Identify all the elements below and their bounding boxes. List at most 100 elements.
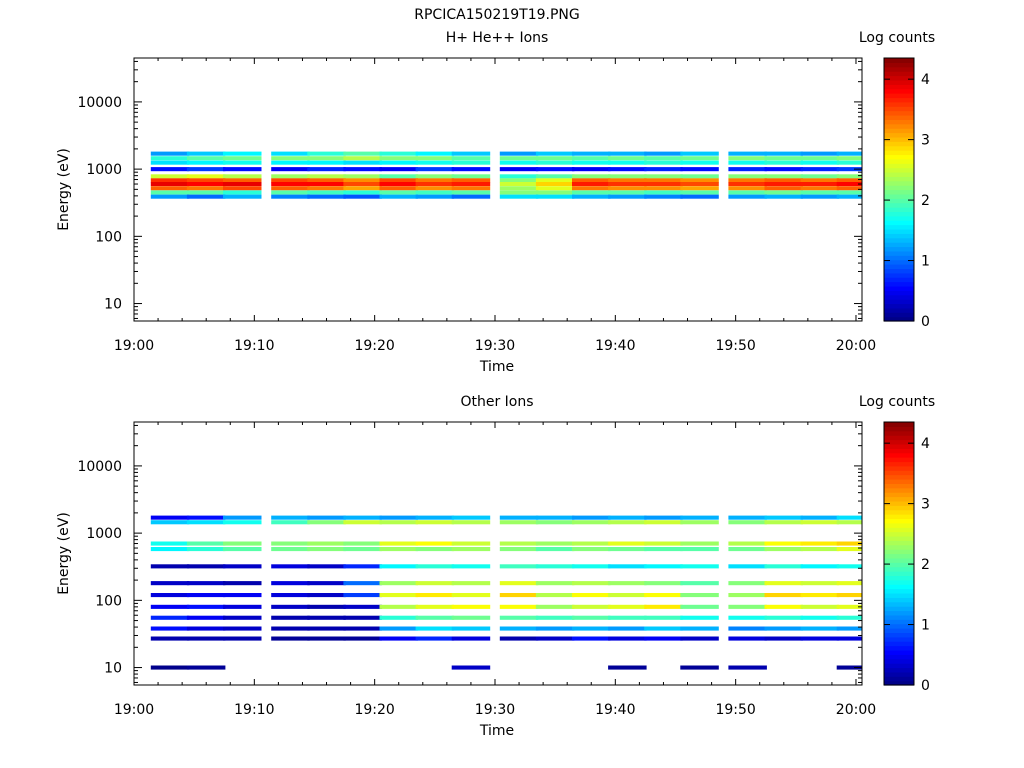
heatmap-cell xyxy=(800,615,840,620)
heatmap-cell xyxy=(644,167,683,172)
colorbar-segment xyxy=(884,136,914,142)
heatmap-cell xyxy=(451,547,491,552)
heatmap-cell xyxy=(271,190,310,195)
colorbar-segment xyxy=(884,62,914,68)
colorbar-tick-label: 2 xyxy=(921,557,930,573)
x-tick-label: 19:10 xyxy=(234,702,274,718)
heatmap-cell xyxy=(608,194,647,199)
heatmap-cell xyxy=(150,564,190,569)
x-tick-label: 19:50 xyxy=(715,338,755,354)
heatmap-cell xyxy=(343,604,382,609)
heatmap-cell xyxy=(343,541,382,546)
colorbar: 0 1 2 3 4 Log counts xyxy=(859,30,935,330)
heatmap-cell xyxy=(150,626,190,631)
heatmap-cell xyxy=(728,541,767,546)
colorbar-segment xyxy=(884,509,914,515)
heatmap-cell xyxy=(608,626,647,631)
heatmap-cell xyxy=(415,156,455,161)
heatmap-cell xyxy=(764,520,803,525)
colorbar-segment xyxy=(884,461,914,467)
colorbar-segment xyxy=(884,518,914,524)
heatmap-cell xyxy=(728,665,767,670)
heatmap-cell xyxy=(415,604,455,609)
heatmap-cell xyxy=(186,626,226,631)
colorbar-segment xyxy=(884,658,914,664)
heatmap-cell xyxy=(343,174,382,179)
heatmap-cell xyxy=(223,515,262,520)
colorbar-segment xyxy=(884,531,914,537)
colorbar-segment xyxy=(884,430,914,436)
colorbar-segment xyxy=(884,132,914,138)
heatmap-cell xyxy=(379,604,418,609)
heatmap-cell xyxy=(764,515,803,520)
heatmap-cell xyxy=(764,636,803,641)
colorbar-segment xyxy=(884,422,914,427)
heatmap-cell xyxy=(415,547,455,552)
heatmap-cell xyxy=(343,167,382,172)
y-axis-label: Energy (eV) xyxy=(56,148,72,231)
colorbar-segment xyxy=(884,123,914,129)
heatmap-cell xyxy=(644,156,683,161)
colorbar-segment xyxy=(884,88,914,94)
heatmap-cell xyxy=(836,581,862,586)
colorbar-segment xyxy=(884,435,914,441)
colorbar-segment xyxy=(884,277,914,283)
colorbar-segment xyxy=(884,176,914,182)
heatmap-cell xyxy=(535,194,575,199)
y-tick-label: 10000 xyxy=(77,459,122,475)
heatmap-cell xyxy=(271,515,310,520)
heatmap-cell xyxy=(223,541,262,546)
heatmap-cell xyxy=(150,156,190,161)
heatmap-cell xyxy=(764,160,803,165)
heatmap-cell xyxy=(728,593,767,598)
heatmap-cell xyxy=(499,182,539,187)
heatmap-cell xyxy=(186,190,226,195)
x-tick-label: 20:00 xyxy=(836,338,876,354)
heatmap-cell xyxy=(680,665,719,670)
heatmap-cell xyxy=(800,182,840,187)
colorbar-segment xyxy=(884,457,914,463)
heatmap-cell xyxy=(223,174,262,179)
heatmap-cell xyxy=(764,194,803,199)
colorbar-segment xyxy=(884,667,914,673)
panel-other-ions: Other Ions 19:00 19:10 19:20 19:30 19:40 19:50… xyxy=(56,394,935,739)
heatmap-cell xyxy=(680,174,719,179)
heatmap-cell xyxy=(186,547,226,552)
heatmap-cell xyxy=(764,190,803,195)
heatmap-cell xyxy=(800,174,840,179)
heatmap-cell xyxy=(150,194,190,199)
colorbar-segment xyxy=(884,224,914,230)
heatmap-cell xyxy=(271,593,310,598)
heatmap-cell xyxy=(307,615,346,620)
colorbar-segment xyxy=(884,606,914,612)
colorbar-segment xyxy=(884,514,914,520)
colorbar-segment xyxy=(884,641,914,647)
colorbar-frame xyxy=(883,421,915,686)
heatmap-cell xyxy=(186,564,226,569)
heatmap-cell xyxy=(644,604,683,609)
heatmap-cell xyxy=(150,615,190,620)
heatmap-cell xyxy=(680,615,719,620)
colorbar-segment xyxy=(884,202,914,208)
heatmap-cell xyxy=(223,626,262,631)
colorbar-segment xyxy=(884,145,914,151)
heatmap-cell xyxy=(535,174,575,179)
heatmap-cell xyxy=(764,547,803,552)
heatmap-cell xyxy=(379,615,418,620)
heatmap-cell xyxy=(271,174,310,179)
heatmap-cell xyxy=(379,167,418,172)
colorbar-segment xyxy=(884,110,914,116)
heatmap-cell xyxy=(836,604,862,609)
heatmap-cell xyxy=(535,547,575,552)
colorbar-segment xyxy=(884,614,914,620)
heatmap-cell xyxy=(150,520,190,525)
heatmap-cell xyxy=(379,174,418,179)
heatmap-cell xyxy=(186,151,226,156)
heatmap-cell xyxy=(343,615,382,620)
colorbar-segment xyxy=(884,584,914,590)
heatmap-cell xyxy=(223,190,262,195)
heatmap-cell xyxy=(307,182,346,187)
heatmap-cell xyxy=(379,520,418,525)
heatmap-cell xyxy=(451,160,491,165)
heatmap-cell xyxy=(415,564,455,569)
